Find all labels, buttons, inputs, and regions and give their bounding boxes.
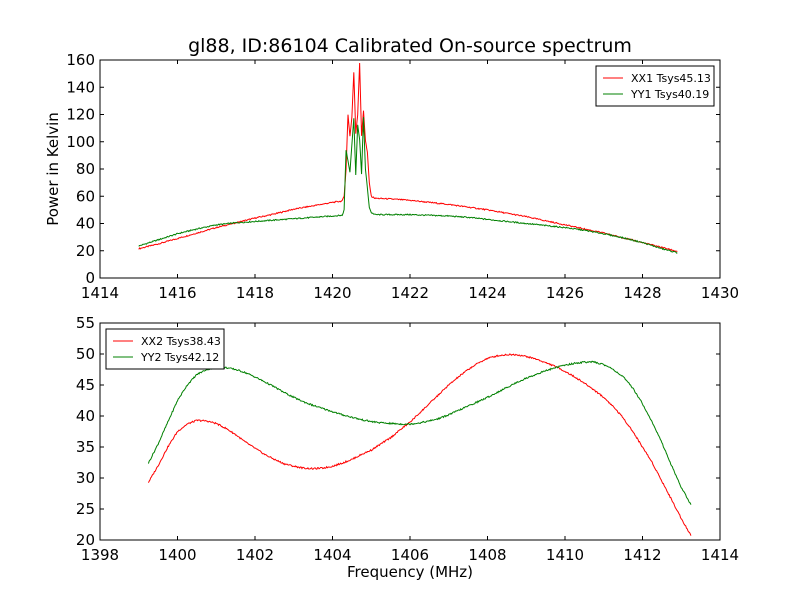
y-tick-label: 40 bbox=[76, 407, 95, 425]
y-tick-label: 55 bbox=[76, 314, 95, 332]
x-tick-label: 1412 bbox=[623, 546, 661, 564]
legend-box bbox=[595, 65, 715, 107]
bottom-x-axis-label: Frequency (MHz) bbox=[347, 563, 473, 581]
x-tick-label: 1414 bbox=[701, 546, 739, 564]
y-tick-label: 100 bbox=[66, 133, 95, 151]
y-tick-label: 140 bbox=[66, 78, 95, 96]
x-tick-label: 1404 bbox=[313, 546, 351, 564]
figure-title: gl88, ID:86104 Calibrated On-source spec… bbox=[188, 35, 632, 57]
x-tick-label: 1416 bbox=[158, 284, 196, 302]
y-tick-label: 20 bbox=[76, 242, 95, 260]
x-tick-label: 1398 bbox=[81, 546, 119, 564]
x-tick-label: 1410 bbox=[546, 546, 584, 564]
series-line-bottom-yy2 bbox=[147, 360, 692, 505]
series-line-top-xx1 bbox=[138, 62, 678, 252]
x-tick-label: 1414 bbox=[81, 284, 119, 302]
legend-label: YY2 Tsys42.12 bbox=[140, 351, 219, 364]
y-tick-label: 40 bbox=[76, 215, 95, 233]
x-tick-label: 1406 bbox=[391, 546, 429, 564]
y-tick-label: 50 bbox=[76, 345, 95, 363]
y-tick-label: 60 bbox=[76, 187, 95, 205]
x-tick-label: 1422 bbox=[391, 284, 429, 302]
top-y-axis-label: Power in Kelvin bbox=[44, 112, 62, 226]
x-tick-label: 1402 bbox=[236, 546, 274, 564]
x-tick-label: 1420 bbox=[313, 284, 351, 302]
x-tick-label: 1400 bbox=[158, 546, 196, 564]
legend-label: XX1 Tsys45.13 bbox=[631, 72, 711, 85]
y-tick-label: 80 bbox=[76, 160, 95, 178]
y-tick-label: 25 bbox=[76, 500, 95, 518]
x-tick-label: 1424 bbox=[468, 284, 506, 302]
y-tick-label: 45 bbox=[76, 376, 95, 394]
legend-label: XX2 Tsys38.43 bbox=[141, 335, 221, 348]
y-tick-label: 120 bbox=[66, 106, 95, 124]
y-tick-label: 0 bbox=[85, 269, 95, 287]
y-tick-label: 30 bbox=[76, 469, 95, 487]
x-tick-label: 1408 bbox=[468, 546, 506, 564]
bottom-plot-area: 1398 1400 1402 1404 1406 1408 1410 1412 1414 20 25… bbox=[76, 314, 739, 564]
y-tick-label: 35 bbox=[76, 438, 95, 456]
series-line-bottom-xx2 bbox=[147, 353, 692, 536]
x-tick-label: 1426 bbox=[546, 284, 584, 302]
top-plot-area: 1414 1416 1418 1420 1422 1424 1426 1428 1430 0 20 4… bbox=[66, 51, 739, 302]
legend-box bbox=[105, 328, 225, 370]
x-tick-label: 1430 bbox=[701, 284, 739, 302]
series-line-top-yy1 bbox=[138, 117, 678, 254]
x-tick-label: 1418 bbox=[236, 284, 274, 302]
x-tick-label: 1428 bbox=[623, 284, 661, 302]
y-tick-label: 160 bbox=[66, 51, 95, 69]
legend-label: YY1 Tsys40.19 bbox=[630, 88, 709, 101]
y-tick-label: 20 bbox=[76, 531, 95, 549]
